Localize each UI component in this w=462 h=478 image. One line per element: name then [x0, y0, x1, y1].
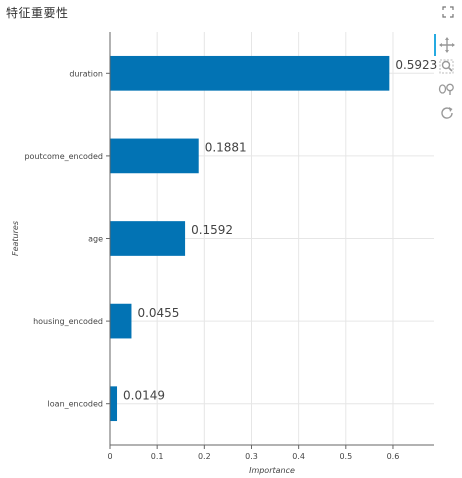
x-tick-label: 0.5 [339, 452, 352, 461]
y-tick-label-age: age [88, 235, 103, 244]
x-tick-label: 0.2 [198, 452, 211, 461]
bar-housing_encoded [110, 303, 132, 339]
pan-icon[interactable] [438, 36, 456, 54]
box-zoom-icon[interactable] [438, 58, 456, 76]
expand-icon[interactable] [442, 6, 454, 18]
value-label-poutcome_encoded: 0.1881 [205, 141, 247, 155]
reset-icon[interactable] [438, 104, 456, 122]
wheel-zoom-icon[interactable] [438, 80, 456, 98]
x-tick-label: 0.6 [387, 452, 400, 461]
y-axis-title: Features [11, 221, 20, 256]
bar-loan_encoded [110, 386, 118, 422]
x-tick-label: 0.3 [245, 452, 258, 461]
y-tick-label-duration: duration [69, 69, 103, 78]
value-label-age: 0.1592 [191, 223, 233, 237]
bar-poutcome_encoded [110, 138, 199, 174]
y-tick-label-poutcome_encoded: poutcome_encoded [24, 152, 103, 161]
y-tick-label-housing_encoded: housing_encoded [33, 317, 103, 326]
x-axis-title: Importance [249, 466, 295, 475]
panel-title: 特征重要性 [6, 6, 69, 20]
x-tick-label: 0 [107, 452, 112, 461]
y-tick-label-loan_encoded: loan_encoded [48, 400, 103, 409]
x-tick-label: 0.4 [292, 452, 305, 461]
bar-age [110, 221, 186, 256]
value-label-housing_encoded: 0.0455 [137, 306, 179, 320]
x-tick-label: 0.1 [151, 452, 164, 461]
value-label-duration: 0.5923 [395, 58, 437, 72]
value-label-loan_encoded: 0.0149 [123, 388, 165, 402]
toolbar-active-indicator [434, 34, 436, 56]
bar-duration [110, 55, 390, 91]
